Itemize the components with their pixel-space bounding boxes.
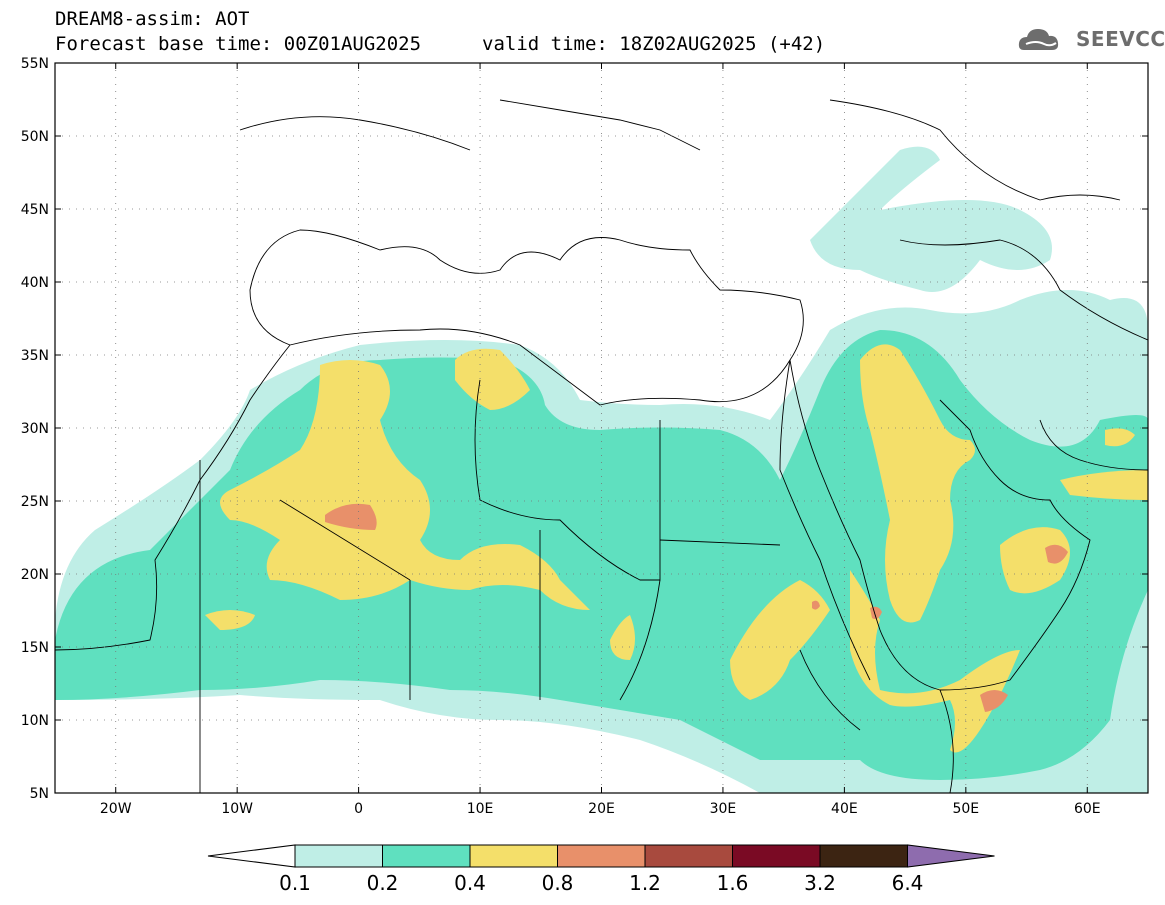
colorbar — [207, 844, 995, 868]
aot-band-0.4-chad — [610, 615, 635, 660]
aot-band-0.4-gulf — [1105, 428, 1135, 447]
lat-label-50N: 50N — [21, 129, 49, 145]
aot-band-0.4-arabia — [860, 344, 975, 623]
colorbar-label-0.2: 0.2 — [367, 871, 399, 895]
lat-label-55N: 55N — [21, 56, 49, 72]
lon-label-0: 0 — [354, 801, 363, 817]
lat-label-45N: 45N — [21, 202, 49, 218]
colorbar-swatch — [382, 844, 471, 868]
colorbar-swatch — [557, 844, 646, 868]
lon-label-50E: 50E — [952, 801, 979, 817]
colorbar-swatch — [644, 844, 733, 868]
colorbar-label-1.6: 1.6 — [717, 871, 749, 895]
aot-band-0.4-sudan — [730, 580, 830, 700]
logo-text: SEEVCCC — [1076, 27, 1165, 51]
aot-band-0.4-sahara — [220, 360, 590, 610]
lat-label-30N: 30N — [21, 421, 49, 437]
aot-band-0.4-oman — [1000, 527, 1070, 594]
lon-label-60E: 60E — [1074, 801, 1101, 817]
lon-label-30E: 30E — [710, 801, 737, 817]
lat-label-40N: 40N — [21, 275, 49, 291]
aot-band-0.8-oman — [1045, 544, 1068, 564]
colorbar-over-arrow — [907, 844, 995, 868]
latitude-labels: 5N 10N 15N 20N 25N 30N 35N 40N 45N 50N 55N — [21, 56, 49, 802]
lat-label-25N: 25N — [21, 494, 49, 510]
aot-band-0.1-caucasus — [810, 146, 1052, 292]
aot-band-0.4-iran — [1060, 470, 1148, 500]
colorbar-label-3.2: 3.2 — [804, 871, 836, 895]
colorbar-label-6.4: 6.4 — [892, 871, 924, 895]
lon-label-20E: 20E — [588, 801, 615, 817]
colorbar-swatch — [294, 844, 383, 868]
aot-band-0.8-eritrea — [870, 606, 882, 620]
graticule — [55, 63, 1148, 793]
colorbar-swatch — [819, 844, 908, 868]
aot-field — [55, 146, 1148, 793]
colorbar-under-arrow — [207, 844, 296, 868]
aot-band-0.4-yemen — [850, 570, 1020, 753]
map-title: DREAM8-assim: AOT — [55, 8, 250, 30]
colorbar-label-0.1: 0.1 — [279, 871, 311, 895]
lat-label-15N: 15N — [21, 640, 49, 656]
lat-label-20N: 20N — [21, 567, 49, 583]
aot-band-0.8-yemen — [980, 690, 1008, 712]
lon-label-40E: 40E — [831, 801, 858, 817]
colorbar-label-1.2: 1.2 — [629, 871, 661, 895]
coastlines — [55, 99, 1148, 793]
axis-ticks — [55, 62, 1148, 794]
aot-band-0.8-algeria — [325, 503, 377, 530]
aot-band-0.8-sudan — [812, 600, 820, 610]
colorbar-label-0.8: 0.8 — [542, 871, 574, 895]
cloud-logo-icon — [1018, 29, 1059, 50]
lat-label-35N: 35N — [21, 348, 49, 364]
lat-label-10N: 10N — [21, 713, 49, 729]
longitude-labels: 20W 10W 0 10E 20E 30E 40E 50E 60E — [100, 801, 1101, 817]
aot-band-0.4-libya — [455, 348, 530, 410]
colorbar-swatch — [469, 844, 558, 868]
lon-label-10W: 10W — [221, 801, 253, 817]
valid-time: valid time: 18Z02AUG2025 (+42) — [482, 33, 826, 55]
lon-label-20W: 20W — [100, 801, 132, 817]
aot-band-0.4-sahel — [205, 610, 255, 630]
lat-label-5N: 5N — [30, 786, 49, 802]
colorbar-swatch — [732, 844, 821, 868]
colorbar-labels: 0.1 0.2 0.4 0.8 1.2 1.6 3.2 6.4 — [279, 871, 923, 895]
colorbar-label-0.4: 0.4 — [454, 871, 486, 895]
forecast-base-time: Forecast base time: 00Z01AUG2025 — [55, 33, 422, 55]
lon-label-10E: 10E — [467, 801, 494, 817]
